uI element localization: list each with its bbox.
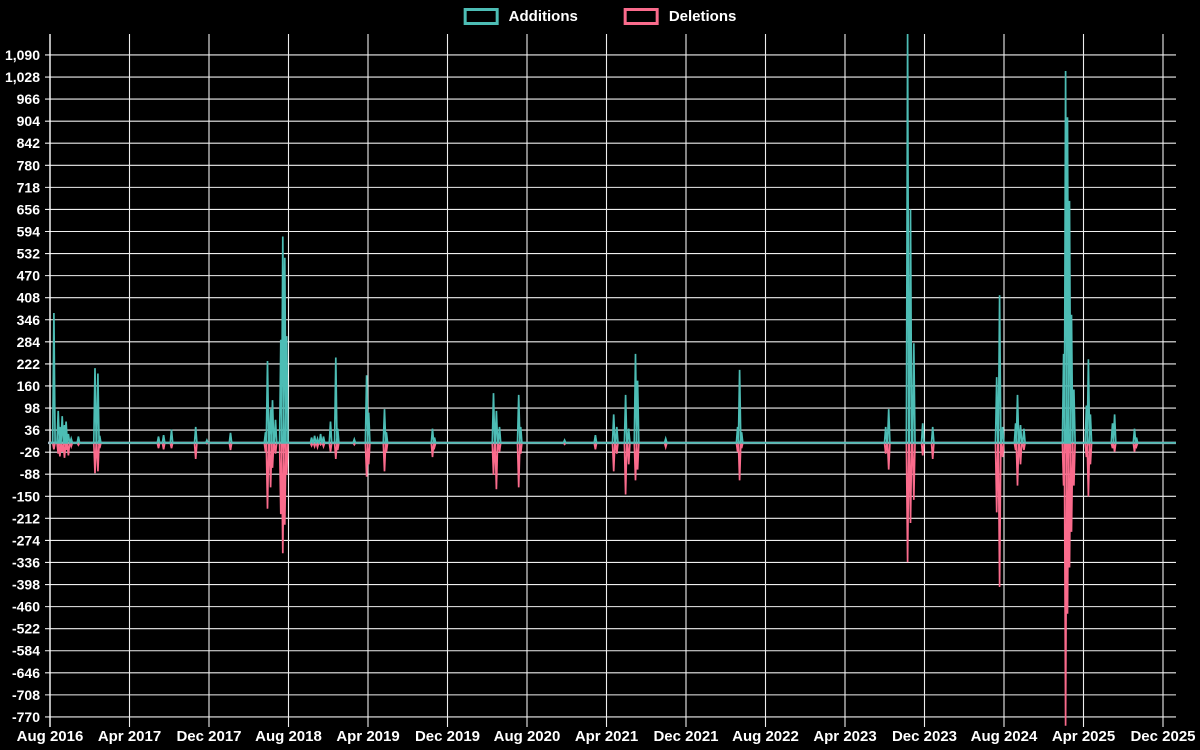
x-tick-label: Aug 2022 [732, 728, 799, 745]
x-tick-label: Apr 2025 [1052, 728, 1115, 745]
y-tick-label: -150 [12, 488, 40, 504]
axis-labels: 1,090 1,028 966 904 842 780 718 656 594 532 470 408… [5, 47, 1196, 745]
y-tick-label: 284 [17, 334, 41, 350]
y-tick-label: 656 [17, 201, 41, 217]
y-tick-label: -522 [12, 621, 40, 637]
additions-line [50, 33, 1176, 444]
x-tick-label: Apr 2017 [98, 728, 161, 745]
y-tick-label: 470 [17, 268, 41, 284]
y-tick-label: 346 [17, 312, 41, 328]
y-tick-label: -88 [20, 466, 40, 482]
y-tick-label: -646 [12, 665, 40, 681]
x-tick-label: Aug 2020 [494, 728, 561, 745]
y-tick-label: -770 [12, 709, 40, 725]
y-tick-label: -460 [12, 599, 40, 615]
y-tick-label: 966 [17, 91, 41, 107]
legend-label-additions: Additions [508, 8, 578, 25]
chart-legend: Additions Deletions [463, 8, 737, 25]
y-tick-label: 408 [17, 290, 41, 306]
y-tick-label: 160 [17, 378, 41, 394]
x-tick-label: Apr 2021 [575, 728, 638, 745]
x-tick-label: Aug 2018 [255, 728, 322, 745]
y-tick-label: 222 [17, 356, 41, 372]
y-tick-label: -398 [12, 577, 40, 593]
y-tick-label: 904 [17, 113, 41, 129]
gridlines [45, 34, 1176, 727]
x-tick-label: Dec 2025 [1130, 728, 1195, 745]
x-tick-label: Dec 2021 [653, 728, 718, 745]
y-tick-label: 718 [17, 179, 41, 195]
y-tick-label: 780 [17, 157, 41, 173]
y-tick-label: -274 [12, 532, 40, 548]
x-tick-label: Aug 2024 [971, 728, 1038, 745]
y-tick-label: 98 [24, 400, 40, 416]
y-tick-label: -212 [12, 510, 40, 526]
y-tick-label: 594 [17, 223, 41, 239]
x-tick-label: Apr 2023 [813, 728, 876, 745]
x-tick-label: Apr 2019 [336, 728, 399, 745]
y-tick-label: 36 [24, 422, 40, 438]
y-tick-label: -336 [12, 554, 40, 570]
y-tick-label: -708 [12, 687, 40, 703]
legend-swatch-deletions [623, 8, 659, 25]
y-tick-label: 532 [17, 246, 41, 262]
x-tick-label: Dec 2019 [415, 728, 480, 745]
legend-label-deletions: Deletions [668, 8, 737, 25]
legend-item-deletions[interactable]: Deletions [623, 8, 737, 25]
legend-item-additions[interactable]: Additions [463, 8, 578, 25]
legend-swatch-additions [463, 8, 499, 25]
y-tick-label: 1,028 [5, 69, 40, 85]
x-tick-label: Aug 2016 [17, 728, 84, 745]
y-tick-label: 842 [17, 135, 41, 151]
x-tick-label: Dec 2017 [176, 728, 241, 745]
y-tick-label: 1,090 [5, 47, 40, 63]
y-tick-label: -26 [20, 444, 40, 460]
y-tick-label: -584 [12, 643, 40, 659]
x-tick-label: Dec 2023 [892, 728, 957, 745]
